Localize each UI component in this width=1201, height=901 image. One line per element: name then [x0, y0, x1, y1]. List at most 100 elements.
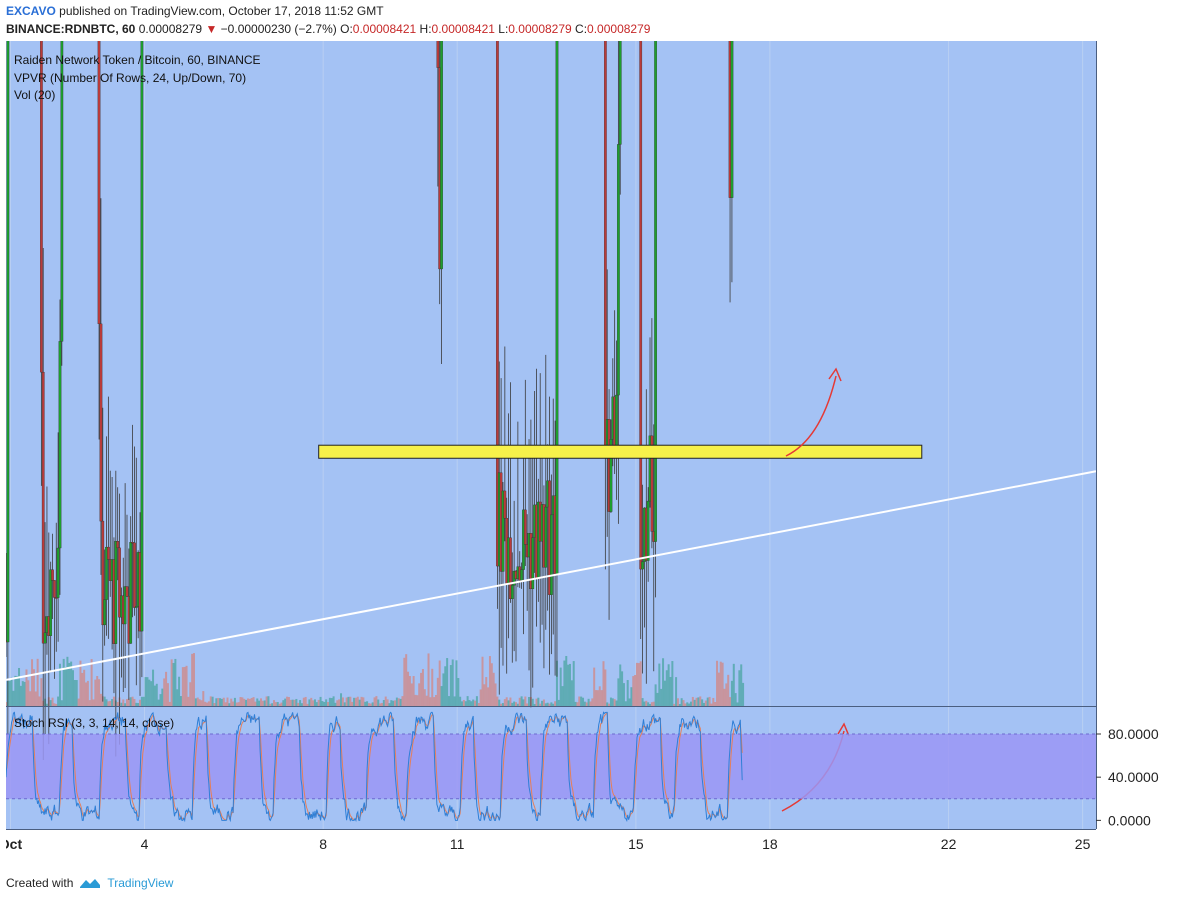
- trendline: [6, 470, 1097, 681]
- volume-bar: [662, 658, 665, 706]
- volume-bar: [596, 690, 599, 706]
- chart-svg[interactable]: 0.000110000.000105000.000100000.00009500…: [6, 41, 1196, 863]
- volume-bar: [528, 697, 531, 706]
- candle-body: [56, 547, 60, 598]
- author-link[interactable]: EXCAVO: [6, 4, 56, 18]
- volume-bar: [319, 696, 322, 706]
- low-value: 0.00008279: [508, 22, 572, 36]
- volume-bar: [375, 696, 378, 706]
- volume-bar: [347, 696, 350, 706]
- volume-bar: [364, 701, 367, 706]
- volume-bar: [122, 699, 125, 706]
- candle-body: [496, 41, 499, 567]
- volume-bar: [152, 669, 155, 706]
- volume-bar: [650, 702, 653, 706]
- volume-bar: [660, 688, 663, 706]
- volume-bar: [310, 697, 313, 706]
- volume-bar: [459, 696, 462, 706]
- volume-bar: [243, 698, 246, 706]
- volume-bar: [19, 685, 22, 706]
- volume-bar: [725, 683, 728, 706]
- volume-bar: [723, 688, 726, 706]
- volume-bar: [31, 659, 34, 706]
- chart-area[interactable]: 0.000110000.000105000.000100000.00009500…: [6, 41, 1196, 863]
- volume-bar: [369, 703, 372, 706]
- volume-bar: [60, 700, 63, 706]
- volume-bar: [155, 683, 158, 706]
- volume-bar: [34, 691, 37, 706]
- candle-body: [617, 144, 620, 396]
- volume-bar: [537, 697, 540, 706]
- volume-bar: [62, 658, 65, 706]
- volume-bar: [55, 703, 58, 706]
- volume-bar: [207, 701, 210, 706]
- volume-bar: [691, 696, 694, 706]
- volume-bar: [135, 702, 138, 706]
- tradingview-brand-link[interactable]: TradingView: [107, 876, 174, 890]
- volume-bar: [217, 697, 220, 706]
- volume-bar: [70, 661, 73, 706]
- volume-bar: [576, 702, 579, 706]
- low-label: L:: [498, 22, 509, 36]
- stoch-band: [6, 733, 1096, 799]
- volume-bar: [395, 697, 398, 706]
- candle-body: [114, 541, 118, 644]
- candle-body: [646, 500, 650, 561]
- volume-bar: [367, 703, 370, 706]
- volume-bar: [531, 698, 534, 706]
- volume-bar: [178, 676, 181, 706]
- volume-bar: [157, 699, 160, 706]
- volume-bar: [554, 701, 557, 706]
- volume-bar: [254, 701, 257, 706]
- volume-bar: [148, 679, 151, 706]
- volume-bar: [701, 699, 704, 706]
- volume-bar: [516, 703, 519, 706]
- volume-bar: [282, 700, 285, 706]
- volume-bar: [252, 697, 255, 706]
- high-label: H:: [419, 22, 432, 36]
- volume-bar: [219, 698, 222, 706]
- volume-legend[interactable]: Vol (20): [14, 88, 56, 102]
- volume-bar: [416, 695, 419, 706]
- volume-bar: [12, 690, 15, 706]
- candle-body: [125, 586, 129, 597]
- volume-bar: [485, 677, 488, 706]
- volume-bar: [615, 700, 618, 706]
- time-axis-label: 11: [450, 836, 465, 852]
- volume-bar: [680, 698, 683, 706]
- candle-body: [509, 537, 512, 600]
- time-axis-label: 8: [319, 836, 327, 852]
- volume-bar: [451, 659, 454, 706]
- volume-bar: [245, 699, 248, 706]
- volume-bar: [194, 698, 197, 706]
- volume-bar: [248, 698, 251, 706]
- volume-bar: [509, 697, 512, 706]
- volume-bar: [222, 697, 225, 706]
- volume-bar: [676, 698, 679, 706]
- volume-bar: [98, 679, 101, 706]
- vpvr-legend[interactable]: VPVR (Number Of Rows, 24, Up/Down, 70): [14, 71, 247, 85]
- volume-bar: [120, 702, 123, 706]
- volume-bar: [440, 686, 443, 706]
- volume-bar: [196, 697, 199, 706]
- volume-bar: [742, 682, 745, 706]
- stoch-rsi-legend[interactable]: Stoch RSI (3, 3, 14, 14, close): [14, 716, 175, 730]
- volume-bar: [580, 696, 583, 706]
- candle-body: [555, 41, 559, 574]
- candle-body: [60, 41, 64, 342]
- volume-bar: [330, 698, 333, 706]
- volume-bar: [561, 686, 564, 706]
- volume-bar: [425, 695, 428, 706]
- volume-bar: [405, 654, 408, 706]
- volume-bar: [328, 697, 331, 706]
- volume-bar: [658, 663, 661, 706]
- candle-body: [544, 506, 548, 568]
- volume-bar: [447, 696, 450, 706]
- volume-bar: [643, 701, 646, 706]
- volume-bar: [490, 663, 493, 706]
- volume-bar: [555, 660, 558, 706]
- volume-bar: [131, 696, 134, 706]
- volume-bar: [479, 689, 482, 706]
- volume-bar: [256, 698, 259, 706]
- down-arrow-icon: ▼: [205, 22, 218, 36]
